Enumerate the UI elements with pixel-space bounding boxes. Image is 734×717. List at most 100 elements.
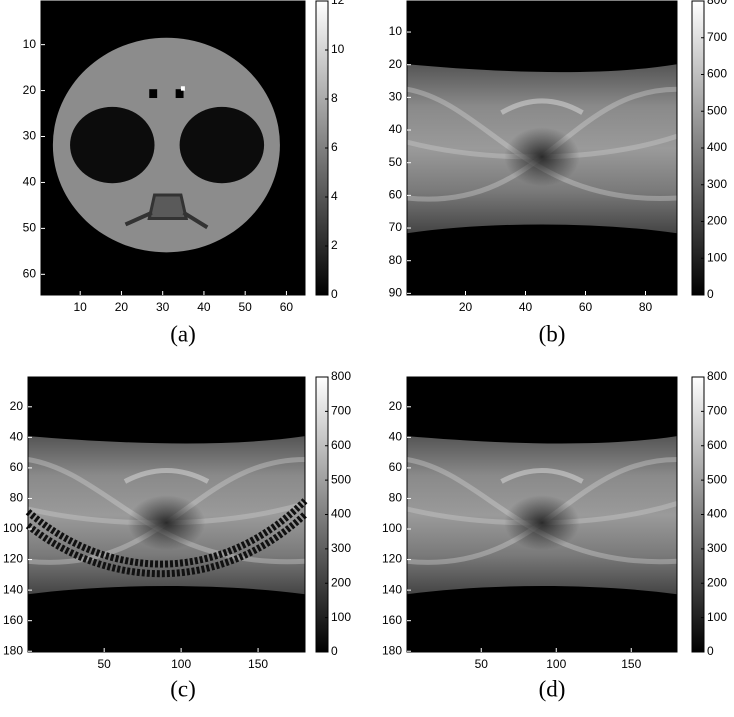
missing-data-beads [25,498,308,568]
y-tick-label: 20 [10,399,24,413]
colorbar-tick-label: 8 [331,91,338,105]
y-tick-label: 160 [382,613,402,627]
colorbar-tick-label: 700 [331,404,351,418]
colorbar-tick-label: 0 [331,287,338,301]
y-tick-label: 100 [3,521,23,535]
sinogram-trace [123,468,210,484]
colorbar-tick-label: 700 [707,30,727,44]
phantom-lobe [179,106,265,184]
colorbar-tick-label: 600 [331,438,351,452]
y-tick-label: 180 [382,643,402,657]
y-tick-label: 80 [389,491,403,505]
x-tick-label: 10 [74,300,88,314]
phantom-lobe [70,106,155,184]
panel: 50 100 150 20 40 60 80 100 120 140 160 180 0 100 200 30… [3,369,351,701]
colorbar-tick-label: 600 [707,67,727,81]
axes-frame [27,376,306,653]
y-tick-label: 140 [382,582,402,596]
colorbar-tick-label: 100 [707,610,727,624]
x-tick-label: 150 [248,657,268,671]
x-tick-label: 50 [239,300,253,314]
caption: (d) [539,676,566,701]
x-tick-label: 30 [156,300,170,314]
y-tick-label: 40 [10,430,24,444]
y-tick-label: 80 [10,491,24,505]
colorbar-tick-label: 6 [331,140,338,154]
colorbar-tick-label: 500 [331,472,351,486]
phantom-line [124,210,209,230]
y-tick-label: 70 [389,220,403,234]
colorbar-tick-label: 700 [707,404,727,418]
axes-frame [406,0,678,296]
y-tick-label: 120 [3,552,23,566]
y-tick-label: 120 [382,552,402,566]
x-tick-label: 50 [97,657,111,671]
y-tick-label: 140 [3,582,23,596]
phantom-feature [180,86,185,91]
sinogram-dark [504,495,580,551]
colorbar-tick-label: 0 [707,287,714,301]
x-tick-label: 20 [459,300,473,314]
panel: 20 40 60 80 10 20 30 40 50 60 70 80 90 0 100 200 300 400 5… [389,0,728,346]
colorbar-tick-label: 0 [331,644,338,658]
colorbar-tick-label: 500 [707,103,727,117]
x-tick-label: 100 [171,657,191,671]
y-tick-label: 160 [3,613,23,627]
y-tick-label: 40 [389,122,403,136]
phantom-body [52,37,280,253]
colorbar-tick-label: 500 [707,472,727,486]
x-tick-label: 60 [280,300,294,314]
panel: 50 100 150 20 40 60 80 100 120 140 160 180 0 100 200 30… [382,369,727,701]
y-tick-label: 50 [23,221,37,235]
y-tick-label: 10 [389,24,403,38]
colorbar-tick-label: 200 [707,214,727,228]
caption: (a) [170,321,196,346]
y-tick-label: 10 [23,37,37,51]
y-tick-label: 40 [389,430,403,444]
colorbar-tick-label: 2 [331,238,338,252]
axes-frame [406,376,678,653]
sinogram-trace [500,468,584,484]
colorbar-tick-label: 400 [331,507,351,521]
colorbar-tick-label: 200 [331,575,351,589]
y-tick-label: 20 [23,83,37,97]
sinogram-trace [500,98,584,115]
colorbar-tick-label: 600 [707,438,727,452]
y-tick-label: 100 [382,521,402,535]
colorbar-tick-label: 12 [331,0,345,7]
colorbar-tick-label: 800 [331,369,351,383]
x-tick-label: 40 [519,300,533,314]
colorbar-tick-label: 800 [707,0,727,7]
missing-data-beads [25,511,308,578]
x-tick-label: 100 [546,657,566,671]
x-tick-label: 80 [639,300,653,314]
phantom-feature [149,89,158,99]
y-tick-label: 30 [23,129,37,143]
sinogram-dark [127,495,206,551]
y-tick-label: 30 [389,90,403,104]
y-tick-label: 20 [389,399,403,413]
sinogram-dark [504,127,580,187]
x-tick-label: 60 [579,300,593,314]
colorbar-tick-label: 4 [331,189,338,203]
colorbar-tick-label: 300 [331,541,351,555]
x-tick-label: 50 [475,657,489,671]
colorbar-tick-label: 10 [331,42,345,56]
y-tick-label: 60 [23,267,37,281]
colorbar-tick-label: 800 [707,369,727,383]
caption: (c) [170,676,196,701]
colorbar-tick-label: 100 [331,610,351,624]
colorbar-tick-label: 400 [707,140,727,154]
x-tick-label: 150 [621,657,641,671]
y-tick-label: 60 [389,460,403,474]
colorbar-tick-label: 100 [707,250,727,264]
x-tick-label: 20 [115,300,129,314]
phantom-mouth [147,193,189,221]
y-tick-label: 50 [389,155,403,169]
caption: (b) [539,321,566,346]
axes-frame [40,0,306,296]
x-tick-label: 40 [197,300,211,314]
y-tick-label: 60 [10,460,24,474]
panel: 10 20 30 40 50 60 10 20 30 40 50 60 0 2 4 6 8 10 12 (a) [23,0,345,346]
